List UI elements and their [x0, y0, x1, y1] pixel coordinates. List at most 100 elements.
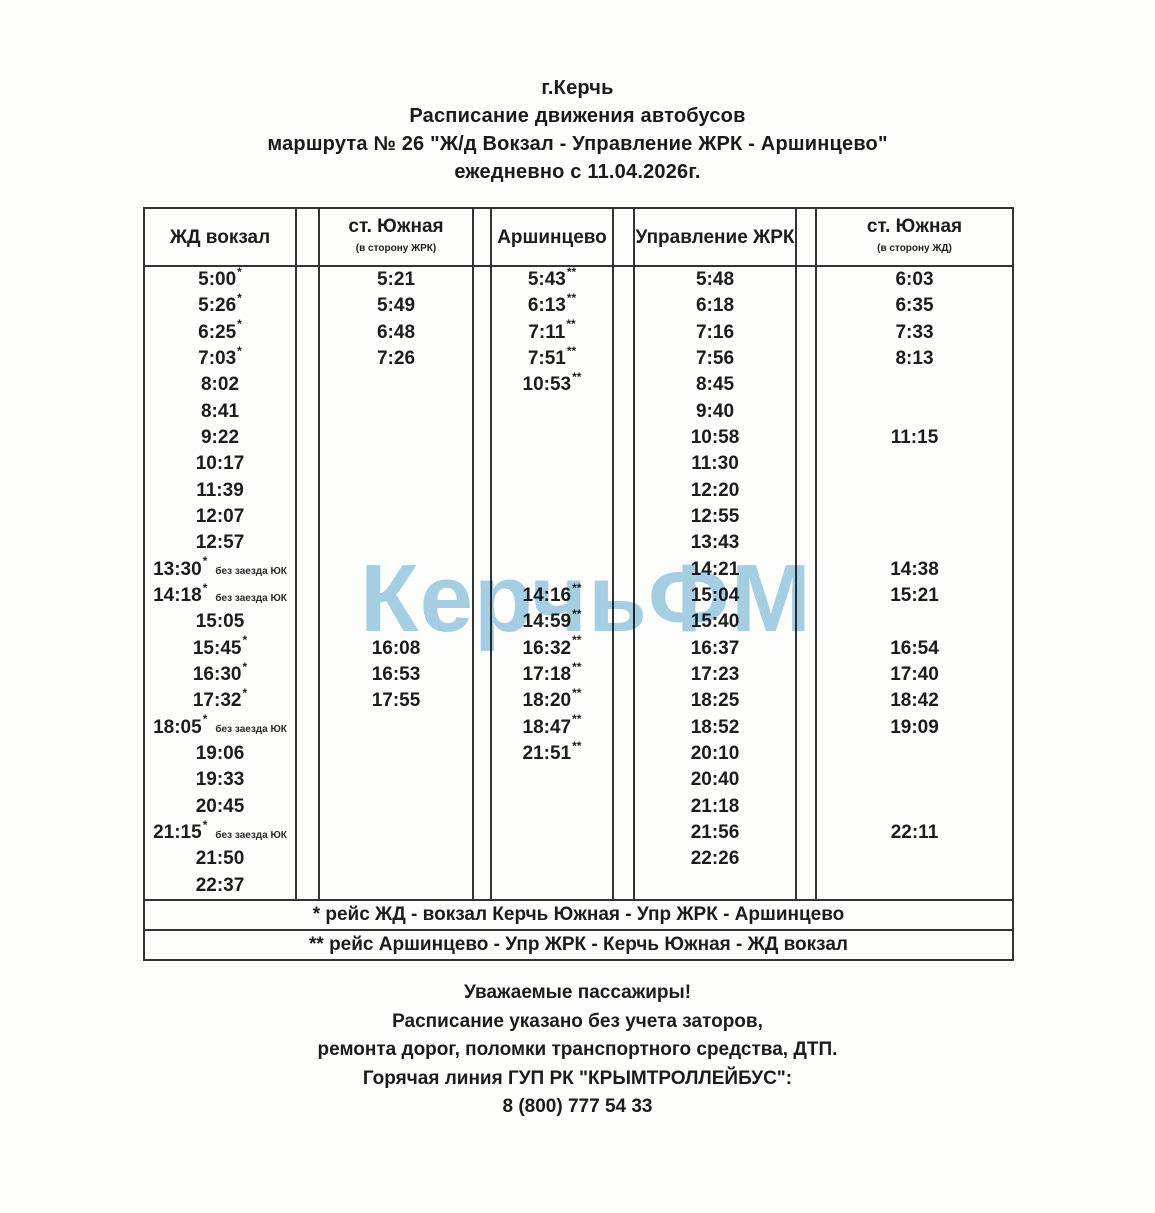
times-column-st-yuzhnaya-zhd: 6:03 6:35 7:33 8:13 11:15 14:38 15:21 16:54 17:4… [815, 265, 1014, 901]
time-slot: 21:56 [635, 820, 795, 846]
title-line: Расписание движения автобусов [409, 105, 746, 127]
info-line: ремонта дорог, поломки транспортного сре… [317, 1039, 838, 1060]
footnote-row: ** рейс Аршинцево - Упр ЖРК - Керчь Южна… [143, 929, 1014, 961]
info-line-phone: 8 (800) 777 54 33 [502, 1096, 653, 1117]
asterisk-marker: ** [572, 712, 582, 727]
time-slot: 17:32* [145, 686, 295, 714]
time-slot: 15:45* [145, 633, 295, 662]
time-slot: 18:47** [492, 712, 612, 741]
time-slot: 11:30 [635, 451, 795, 477]
time-slot [492, 504, 612, 530]
time-slot: 19:33 [145, 767, 295, 793]
time-slot: 5:00* [145, 266, 295, 293]
info-line-hotline: Горячая линия ГУП РК "КРЫМТРОЛЛЕЙБУС": [362, 1067, 793, 1089]
time-slot: 18:05* без заезда ЮК [145, 713, 295, 741]
time-value: 6:35 [895, 295, 934, 317]
time-slot [817, 478, 1012, 504]
time-slot [817, 372, 1012, 398]
time-slot: 5:26* [145, 292, 295, 319]
time-slot: 21:50 [145, 846, 295, 872]
asterisk-marker: * [242, 686, 248, 701]
time-slot: 15:40 [635, 609, 795, 635]
time-slot: 6:48 [320, 320, 472, 346]
time-value: 8:41 [200, 400, 240, 422]
time-slot: 13:30* без заезда ЮК [145, 555, 295, 583]
time-value: 11:39 [196, 479, 244, 501]
asterisk-marker: ** [572, 607, 582, 622]
time-slot: 22:26 [635, 846, 795, 872]
time-slot: 12:57 [145, 530, 295, 556]
time-slot: 5:21 [320, 267, 472, 293]
time-slot: 16:32** [492, 633, 612, 662]
time-slot: 17:55 [320, 688, 472, 714]
header-title: ст. Южная [866, 215, 963, 237]
time-value: 15:40 [690, 611, 740, 633]
asterisk-marker: ** [566, 343, 577, 358]
time-value: 7:11** [528, 317, 576, 343]
time-value: 20:40 [690, 769, 740, 791]
column-header-arshintsevo: Аршинцево [490, 207, 614, 267]
time-value: 21:18 [690, 795, 740, 817]
time-slot: 12:07 [145, 504, 295, 530]
time-slot: 21:15* без заезда ЮК [145, 819, 295, 846]
time-value: 17:40 [890, 664, 939, 686]
time-value: 5:49 [376, 295, 416, 317]
time-slot [492, 767, 612, 793]
time-slot: 7:56 [635, 346, 795, 372]
time-value: 21:50 [195, 848, 245, 870]
time-value: 16:53 [371, 664, 421, 686]
time-value: 18:52 [690, 716, 740, 738]
time-value: 19:06 [195, 743, 245, 765]
time-slot: 9:40 [635, 399, 795, 425]
time-value: 16:30* [192, 659, 248, 686]
spacer-column [795, 265, 817, 901]
time-value: 15:45* [192, 633, 248, 659]
time-slot: 10:17 [145, 451, 295, 477]
time-slot: 10:58 [635, 425, 795, 451]
time-slot [817, 794, 1012, 820]
time-value: 19:33 [195, 769, 245, 791]
time-slot [320, 794, 472, 820]
column-header-st-yuzhnaya-zhrk: ст. Южная (в сторону ЖРК) [318, 207, 474, 267]
time-slot: 7:33 [817, 320, 1012, 346]
spacer-column [612, 265, 635, 901]
spacer-column [472, 207, 492, 267]
time-slot: 5:43** [492, 264, 612, 293]
time-value: 10:58 [690, 427, 740, 449]
time-slot: 16:53 [320, 662, 472, 688]
title-validity: ежедневно с 11.04.2026г. [454, 161, 701, 183]
time-slot: 6:13** [492, 292, 612, 319]
asterisk-marker: ** [566, 264, 577, 279]
time-slot [320, 372, 472, 398]
time-slot: 20:10 [635, 741, 795, 767]
time-slot [320, 399, 472, 425]
time-slot: 5:49 [320, 293, 472, 319]
time-value: 12:20 [690, 479, 740, 501]
time-value: 5:43** [527, 264, 577, 291]
no-stop-note: без заезда ЮК [215, 724, 287, 736]
time-slot: 5:48 [635, 267, 795, 293]
time-value: 18:25 [690, 690, 740, 712]
time-slot [320, 767, 472, 793]
time-value: 19:09 [890, 716, 939, 738]
time-value: 14:21 [690, 558, 740, 580]
time-value: 16:32** [522, 633, 582, 659]
time-value: 8:02 [200, 374, 240, 396]
time-value: 17:18** [522, 659, 582, 686]
time-value: 5:21 [376, 269, 416, 291]
time-slot: 8:13 [817, 346, 1012, 372]
time-slot [817, 504, 1012, 530]
title-route: маршрута № 26 "Ж/д Вокзал - Управление Ж… [267, 133, 888, 155]
time-slot: 18:20** [492, 687, 612, 714]
header-subtitle: (в сторону ЖРК) [355, 242, 437, 254]
timetable: ЖД вокзал ст. Южная (в сторону ЖРК) Арши… [143, 207, 1014, 961]
time-value: 13:43 [690, 532, 740, 554]
asterisk-marker: * [237, 343, 242, 358]
time-slot [492, 820, 612, 846]
time-slot: 11:39 [145, 478, 295, 504]
asterisk-marker: * [202, 580, 208, 595]
time-value: 7:16 [695, 321, 735, 343]
time-slot [320, 451, 472, 477]
asterisk-marker: ** [572, 738, 582, 753]
info-line: Расписание указано без учета заторов, [392, 1010, 763, 1032]
